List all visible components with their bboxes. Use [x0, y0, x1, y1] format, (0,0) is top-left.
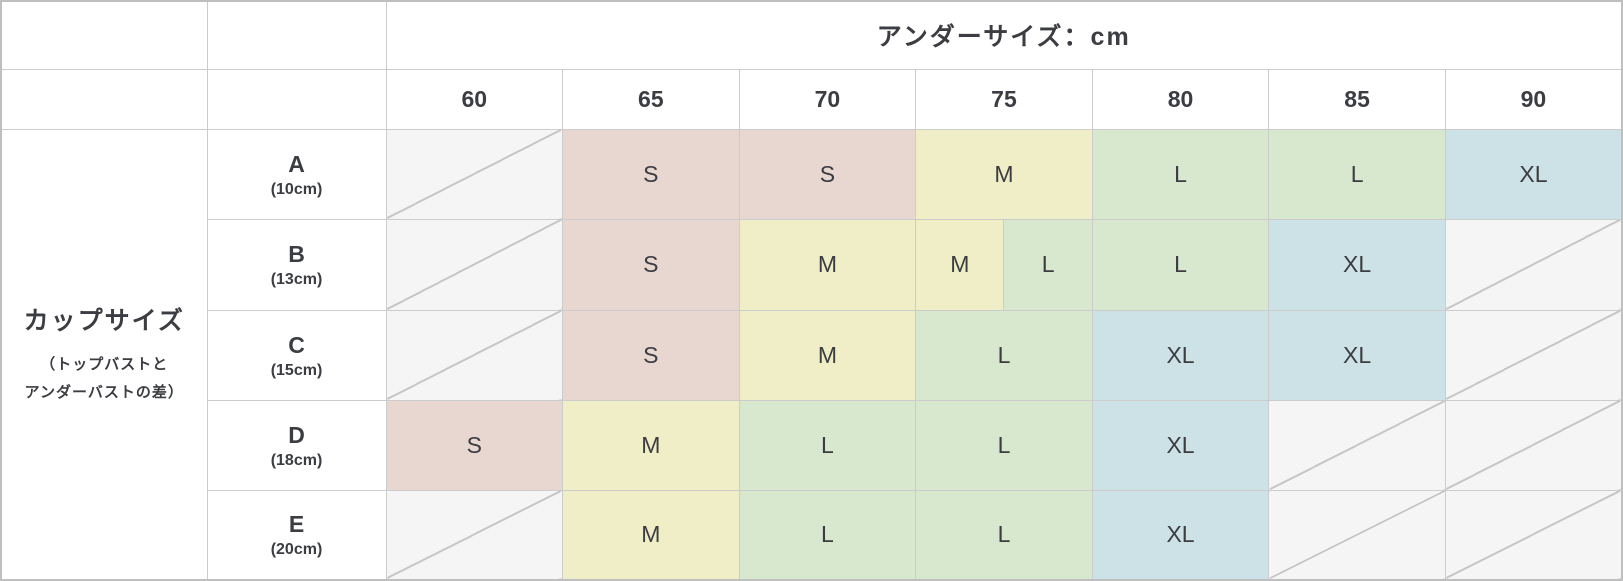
cell-E-90-empty — [1444, 489, 1623, 581]
cell-C-85: XL — [1268, 309, 1446, 401]
header-row-title: アンダーサイズ：cm — [0, 0, 1623, 70]
col-header-80: 80 — [1091, 68, 1270, 130]
cell-D-60: S — [385, 399, 564, 491]
cell-D-70: L — [738, 399, 917, 491]
cell-B-85: XL — [1268, 218, 1446, 311]
cup-size-title: カップサイズ — [23, 306, 185, 335]
col-header-70: 70 — [738, 68, 917, 130]
cell-B-60-empty — [385, 218, 564, 311]
cell-E-65: M — [562, 489, 740, 581]
row-header-B: B (13cm) — [206, 218, 387, 311]
col-header-60: 60 — [385, 68, 564, 130]
cup-letter: E — [288, 511, 305, 538]
cup-diff: (10cm) — [270, 180, 323, 198]
cell-A-60-empty — [385, 128, 564, 220]
cell-C-60-empty — [385, 309, 564, 401]
cell-D-80: XL — [1091, 399, 1270, 491]
cup-letter: A — [288, 150, 305, 177]
cell-E-80: XL — [1091, 489, 1270, 581]
cell-D-75: L — [915, 399, 1093, 491]
cup-diff: (20cm) — [270, 541, 323, 559]
cell-B-90-empty — [1444, 218, 1623, 311]
cell-E-70: L — [738, 489, 917, 581]
cup-letter: B — [288, 241, 305, 267]
col-header-90: 90 — [1444, 68, 1623, 130]
blank-cell-top-second — [206, 0, 387, 70]
cup-size-subtitle-line1: （トップバストと — [40, 355, 169, 373]
cell-A-65: S — [562, 128, 740, 220]
cell-C-70: M — [738, 309, 917, 401]
cell-A-85: L — [1268, 128, 1446, 220]
row-cup-C: C (15cm) S M L XL XL — [1, 309, 1623, 401]
blank-cell-second — [206, 68, 387, 130]
cell-C-65: S — [562, 309, 740, 401]
cell-B-75-part-2: L — [1003, 219, 1092, 310]
cup-letter: C — [288, 331, 305, 358]
cell-D-90-empty — [1444, 399, 1623, 491]
cup-letter: D — [288, 421, 305, 448]
under-size-title: アンダーサイズ：cm — [385, 0, 1623, 70]
cup-size-header: カップサイズ （トップバストと アンダーバストの差） — [0, 128, 208, 581]
col-header-75: 75 — [915, 68, 1093, 130]
blank-cell-left — [0, 68, 208, 130]
row-cup-E: E (20cm) M L L XL — [1, 489, 1623, 581]
row-cup-D: D (18cm) S M L L XL — [1, 399, 1623, 491]
cell-E-60-empty — [385, 489, 564, 581]
header-row-sizes: 60 65 70 75 80 85 90 — [0, 68, 1623, 130]
cell-C-75: L — [915, 309, 1093, 401]
row-cup-A: カップサイズ （トップバストと アンダーバストの差） A (10cm) S S M L L XL — [0, 128, 1623, 581]
cup-size-subtitle-line2: アンダーバストの差） — [24, 384, 184, 402]
row-header-C: C (15cm) — [206, 309, 387, 401]
cell-A-75: M — [915, 128, 1093, 220]
col-header-85: 85 — [1268, 68, 1446, 130]
row-header-E: E (20cm) — [206, 489, 387, 581]
cell-D-65: M — [562, 399, 740, 491]
cell-E-75: L — [915, 489, 1093, 581]
cup-diff: (13cm) — [270, 271, 323, 289]
cell-A-90: XL — [1444, 128, 1623, 220]
cell-C-80: XL — [1091, 309, 1270, 401]
row-header-D: D (18cm) — [206, 399, 387, 491]
col-header-65: 65 — [562, 68, 740, 130]
blank-cell-top-left — [0, 0, 208, 70]
row-header-A: A (10cm) — [206, 128, 387, 220]
cell-E-85-empty — [1268, 489, 1446, 581]
cell-B-65: S — [562, 218, 740, 311]
cell-B-75-part-1: M — [916, 219, 1004, 310]
cell-A-80: L — [1091, 128, 1270, 220]
cup-diff: (18cm) — [270, 451, 323, 469]
cell-C-90-empty — [1444, 309, 1623, 401]
row-cup-B: B (13cm) S M M L L XL — [1, 218, 1623, 311]
cell-B-80: L — [1091, 218, 1270, 311]
cup-diff: (15cm) — [270, 361, 323, 379]
cell-A-70: S — [738, 128, 917, 220]
cell-B-70: M — [738, 218, 917, 311]
cell-D-85-empty — [1268, 399, 1446, 491]
